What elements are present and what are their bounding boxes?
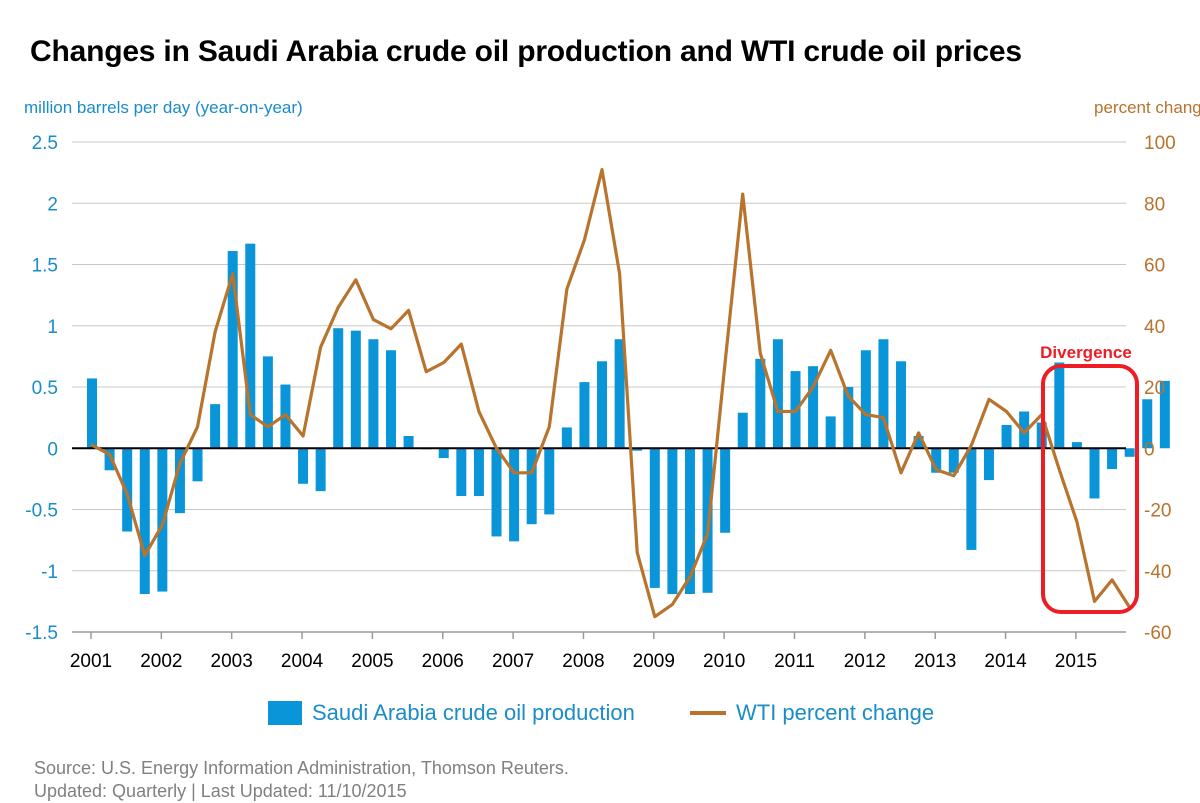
x-tick-label: 2014	[984, 651, 1027, 672]
x-tick-label: 2006	[422, 651, 464, 672]
left-tick-label: 0.5	[32, 378, 58, 399]
divergence-label: Divergence	[1040, 343, 1132, 362]
left-tick-label: -1.5	[25, 623, 58, 644]
production-bar[interactable]	[1107, 448, 1117, 469]
source-note: Source: U.S. Energy Information Administ…	[34, 757, 569, 803]
production-bar[interactable]	[738, 413, 748, 449]
production-bar[interactable]	[193, 448, 203, 481]
x-tick-label: 2011	[774, 651, 815, 672]
production-bar[interactable]	[386, 350, 396, 448]
production-bar[interactable]	[87, 378, 97, 448]
production-bar[interactable]	[826, 416, 836, 448]
right-tick-label: -20	[1144, 501, 1171, 522]
legend: Saudi Arabia crude oil production WTI pe…	[0, 700, 1200, 728]
left-tick-label: 2	[47, 194, 58, 215]
production-bar[interactable]	[562, 427, 572, 448]
production-bar[interactable]	[316, 448, 326, 491]
production-bar[interactable]	[210, 404, 220, 448]
x-tick-label: 2002	[140, 651, 182, 672]
production-bar[interactable]	[720, 448, 730, 533]
left-tick-label: 1	[47, 317, 58, 338]
production-bar[interactable]	[755, 359, 765, 448]
production-bar[interactable]	[456, 448, 466, 496]
production-bar[interactable]	[984, 448, 994, 480]
production-bar[interactable]	[368, 339, 378, 448]
x-tick-label: 2004	[281, 651, 324, 672]
right-tick-label: 40	[1144, 317, 1165, 338]
legend-label-wti: WTI percent change	[736, 700, 934, 726]
production-bar[interactable]	[1125, 448, 1135, 457]
source-line-1: Source: U.S. Energy Information Administ…	[34, 757, 569, 780]
production-bar[interactable]	[439, 448, 449, 458]
left-tick-label: 0	[47, 439, 58, 460]
left-tick-label: -0.5	[25, 501, 58, 522]
right-tick-label: -40	[1144, 562, 1171, 583]
left-tick-label: 1.5	[32, 256, 58, 277]
production-bar[interactable]	[597, 361, 607, 448]
production-bar[interactable]	[966, 448, 976, 550]
x-tick-label: 2001	[70, 651, 112, 672]
x-tick-label: 2010	[703, 651, 745, 672]
x-tick-label: 2005	[351, 651, 393, 672]
right-tick-label: 80	[1144, 194, 1165, 215]
production-bar[interactable]	[773, 339, 783, 448]
legend-item-production[interactable]: Saudi Arabia crude oil production	[268, 700, 635, 726]
x-tick-label: 2012	[844, 651, 886, 672]
right-tick-label: -60	[1144, 623, 1171, 644]
right-tick-label: 60	[1144, 256, 1165, 277]
production-bar[interactable]	[1002, 425, 1012, 448]
x-tick-label: 2007	[492, 651, 534, 672]
x-tick-label: 2013	[914, 651, 956, 672]
production-bar[interactable]	[404, 436, 414, 448]
production-bar[interactable]	[650, 448, 660, 588]
left-tick-label: -1	[41, 562, 58, 583]
production-bar[interactable]	[896, 361, 906, 448]
x-tick-label: 2008	[562, 651, 604, 672]
legend-label-production: Saudi Arabia crude oil production	[312, 700, 635, 726]
x-tick-label: 2003	[211, 651, 253, 672]
legend-bar-swatch	[268, 701, 302, 725]
production-bar[interactable]	[544, 448, 554, 514]
production-bar[interactable]	[333, 328, 343, 448]
right-tick-label: 0	[1144, 439, 1155, 460]
production-bar[interactable]	[509, 448, 519, 541]
right-tick-label: 20	[1144, 378, 1165, 399]
production-bar[interactable]	[474, 448, 484, 496]
legend-line-swatch	[690, 711, 726, 715]
production-bar[interactable]	[1089, 448, 1099, 498]
production-bar[interactable]	[298, 448, 308, 484]
production-bar[interactable]	[351, 331, 361, 449]
production-bar[interactable]	[140, 448, 150, 594]
production-bar[interactable]	[263, 356, 273, 448]
production-bar[interactable]	[667, 448, 677, 594]
x-tick-label: 2009	[633, 651, 675, 672]
production-bar[interactable]	[861, 350, 871, 448]
legend-item-wti[interactable]: WTI percent change	[690, 700, 934, 726]
x-tick-label: 2015	[1055, 651, 1097, 672]
production-bar[interactable]	[615, 339, 625, 448]
production-bar[interactable]	[579, 382, 589, 448]
right-tick-label: 100	[1144, 133, 1176, 154]
production-bar[interactable]	[1054, 363, 1064, 449]
left-tick-label: 2.5	[32, 133, 58, 154]
production-bar[interactable]	[492, 448, 502, 536]
